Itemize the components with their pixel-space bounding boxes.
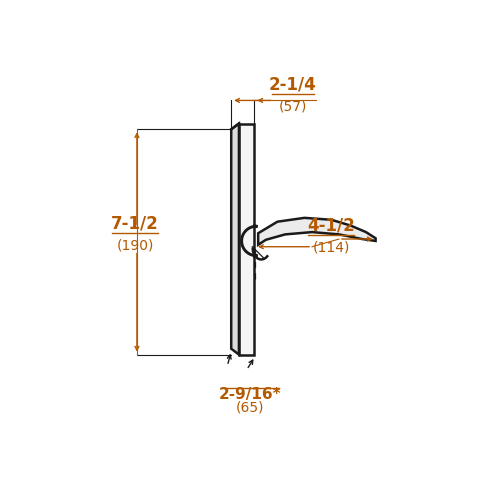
Polygon shape — [239, 124, 254, 354]
Text: (57): (57) — [278, 100, 307, 114]
Text: 2-9/16*: 2-9/16* — [219, 387, 282, 402]
Text: 2-1/4: 2-1/4 — [269, 76, 316, 94]
Polygon shape — [258, 218, 376, 245]
Text: (114): (114) — [312, 240, 350, 254]
Text: (65): (65) — [236, 400, 264, 414]
Text: 7-1/2: 7-1/2 — [111, 214, 159, 232]
Text: (190): (190) — [116, 238, 154, 252]
Text: 4-1/2: 4-1/2 — [308, 216, 355, 234]
Polygon shape — [231, 124, 239, 354]
